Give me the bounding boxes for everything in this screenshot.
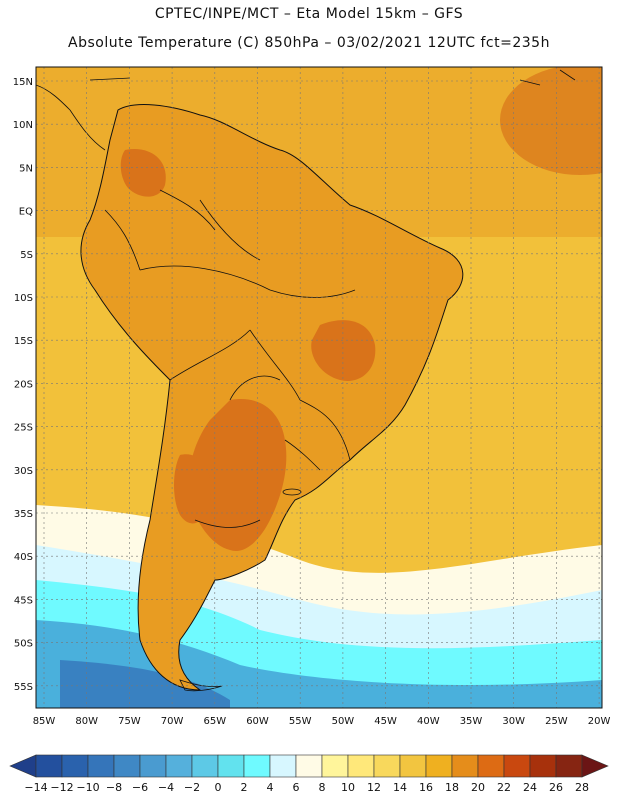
colorbar-label: −12: [50, 781, 73, 794]
colorbar-label: 6: [293, 781, 300, 794]
colorbar-swatch: [61, 754, 89, 778]
colorbar-label: 12: [367, 781, 381, 794]
gridlines: [36, 67, 602, 708]
colorbar-label: −14: [24, 781, 47, 794]
central-america: [36, 84, 106, 151]
lon-label: 20W: [588, 716, 611, 727]
lat-label: 5S: [20, 250, 33, 261]
caribbean-islands: [89, 69, 576, 86]
colorbar-swatch: [425, 754, 453, 778]
lat-label: 50S: [14, 639, 33, 650]
colorbar-swatch: [451, 754, 479, 778]
colorbar-label: 0: [215, 781, 222, 794]
colorbar-label: 2: [241, 781, 248, 794]
lon-label: 35W: [460, 716, 483, 727]
longitude-labels: 85W 80W 75W 70W 65W 60W 55W 50W 45W 40W 35W 30W 25W 2…: [33, 716, 611, 727]
colorbar-label: −6: [132, 781, 148, 794]
colorbar-labels: −14 −12 −10 −8 −6 −4 −2 0 2 4 6 8 10 12 14 16 18 20 22 24 26…: [24, 781, 589, 794]
colorbar-label: −10: [76, 781, 99, 794]
colorbar-swatch: [87, 754, 115, 778]
lat-label: 15N: [13, 77, 33, 88]
lon-label: 75W: [118, 716, 141, 727]
lat-label: 25S: [14, 423, 33, 434]
cold-band-5: [60, 660, 230, 708]
colorbar-swatch: [581, 754, 609, 778]
hot-core-gran-chaco: [174, 454, 211, 524]
colorbar-label: 26: [549, 781, 563, 794]
colorbar-label: 16: [419, 781, 433, 794]
colorbar-swatch: [295, 754, 323, 778]
hot-core-central: [311, 320, 376, 381]
colorbar-swatch: [269, 754, 297, 778]
lat-label: 55S: [14, 682, 33, 693]
colorbar-label: 28: [575, 781, 589, 794]
lat-label: 20S: [14, 379, 33, 390]
lat-label: 35S: [14, 509, 33, 520]
colorbar-swatch: [347, 754, 375, 778]
colorbar-label: 14: [393, 781, 407, 794]
colorbar-swatch: [477, 754, 505, 778]
colorbar-label: −8: [106, 781, 122, 794]
lat-label: 45S: [14, 595, 33, 606]
colorbar-label: 8: [319, 781, 326, 794]
colorbar-swatch: [503, 754, 531, 778]
colorbar-swatch: [165, 754, 193, 778]
lat-label: 30S: [14, 466, 33, 477]
lon-label: 40W: [417, 716, 440, 727]
colorbar-swatch: [191, 754, 219, 778]
colorbar-swatch: [529, 754, 557, 778]
colorbar-label: 20: [471, 781, 485, 794]
lon-label: 55W: [289, 716, 312, 727]
colorbar-swatch: [243, 754, 271, 778]
coastline: [80, 104, 464, 691]
lat-label: 15S: [14, 336, 33, 347]
colorbar-swatch: [35, 754, 63, 778]
colorbar-swatch: [139, 754, 167, 778]
lat-label: 10N: [13, 120, 33, 131]
colorbar-label: 22: [497, 781, 511, 794]
colorbar-label: 4: [267, 781, 274, 794]
lon-label: 70W: [161, 716, 184, 727]
colorbar-label: −2: [184, 781, 200, 794]
colorbar-swatch: [321, 754, 349, 778]
colorbar-label: 24: [523, 781, 537, 794]
colorbar-swatch: [9, 754, 37, 778]
colorbar-label: 18: [445, 781, 459, 794]
warm-atlantic-patch: [500, 67, 602, 175]
chart-title: CPTEC/INPE/MCT – Eta Model 15km – GFS: [154, 6, 464, 22]
lat-label: 10S: [14, 293, 33, 304]
map-field: [36, 67, 602, 708]
lon-label: 60W: [246, 716, 269, 727]
lon-label: 80W: [75, 716, 98, 727]
latitude-labels: 15N 10N 5N EQ 5S 10S 15S 20S 25S 30S 35S 40S 45S 50S 5…: [13, 77, 33, 693]
colorbar-swatch: [113, 754, 141, 778]
lon-label: 50W: [332, 716, 355, 727]
colorbar-swatch: [373, 754, 401, 778]
colorbar-label: −4: [158, 781, 174, 794]
south-america-land: [80, 104, 463, 691]
hot-core-north: [120, 149, 166, 197]
colorbar: [9, 754, 609, 778]
lagoa-outline: [282, 488, 302, 496]
map-frame: [35, 66, 603, 709]
chart-subtitle: Absolute Temperature (C) 850hPa – 03/02/…: [68, 35, 550, 51]
lat-label: 5N: [19, 163, 33, 174]
lon-label: 30W: [502, 716, 525, 727]
colorbar-swatch: [399, 754, 427, 778]
colorbar-swatch: [555, 754, 583, 778]
lon-label: 45W: [374, 716, 397, 727]
lon-label: 65W: [203, 716, 226, 727]
colorbar-label: 10: [341, 781, 355, 794]
lon-label: 85W: [33, 716, 56, 727]
lat-label: 40S: [14, 552, 33, 563]
country-borders: [104, 189, 356, 528]
lon-label: 25W: [545, 716, 568, 727]
lat-label: EQ: [19, 207, 33, 218]
colorbar-swatch: [217, 754, 245, 778]
